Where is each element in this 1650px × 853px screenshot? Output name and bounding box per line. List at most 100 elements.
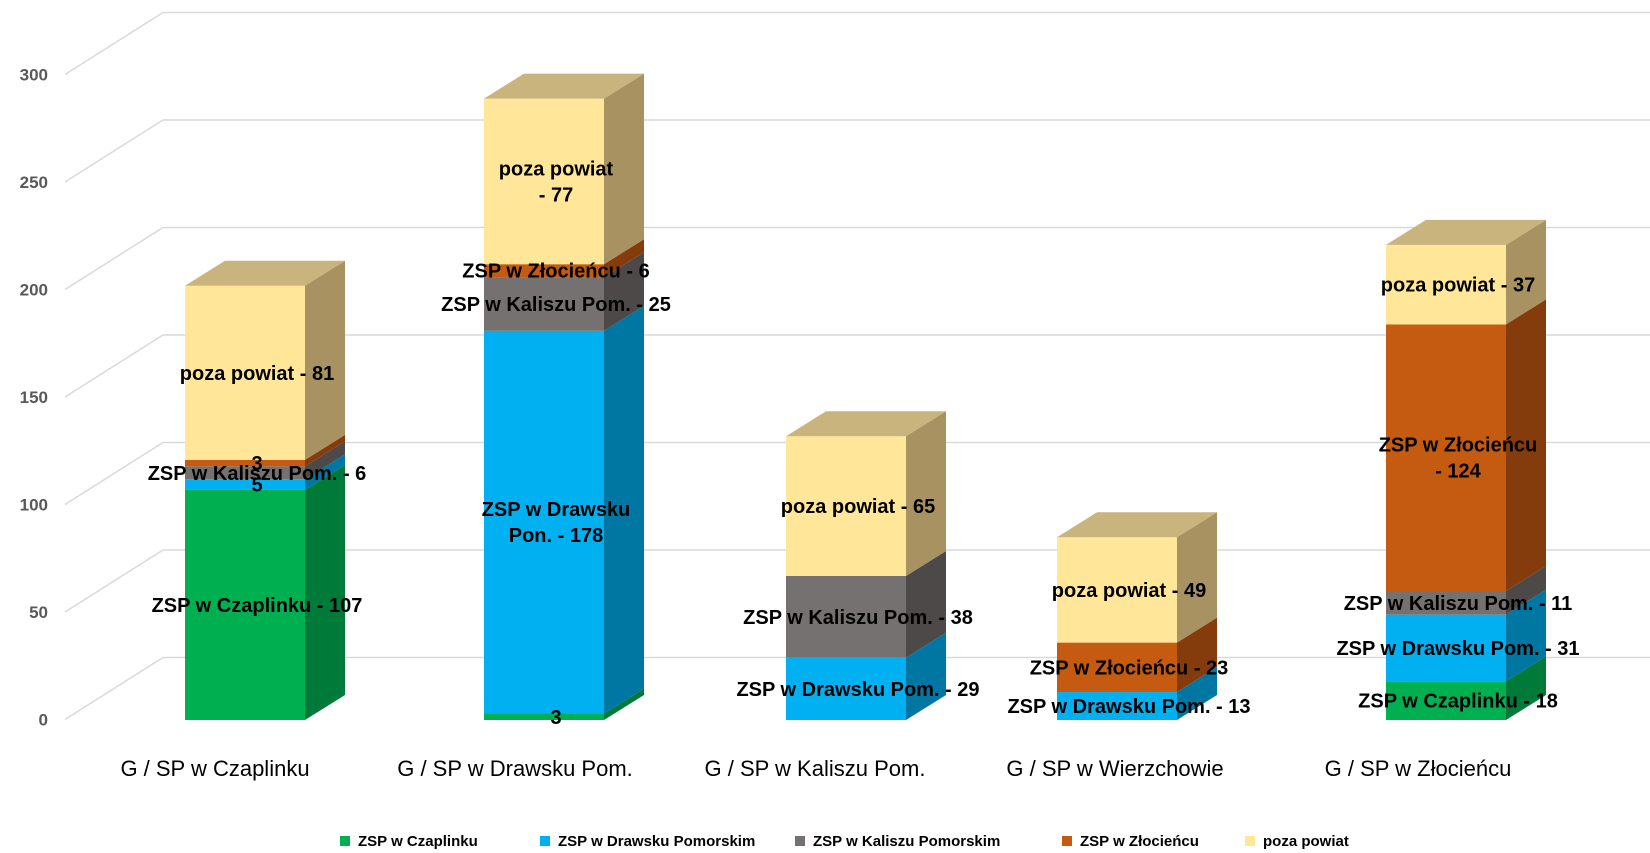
legend-label: ZSP w Kaliszu Pomorskim <box>813 833 1000 850</box>
y-tick-label: 200 <box>20 281 48 300</box>
data-label: ZSP w Drawsku Pom. - 31 <box>1336 638 1579 660</box>
legend-swatch <box>540 836 550 846</box>
data-label: ZSP w Złocieńcu - 23 <box>1030 657 1229 679</box>
data-label: poza powiat - 49 <box>1052 580 1206 602</box>
data-label: ZSP w Kaliszu Pom. - 25 <box>441 294 671 316</box>
bar-segment <box>185 466 305 480</box>
bar-segment <box>1057 642 1177 693</box>
data-label: poza powiat - 37 <box>1381 275 1535 297</box>
data-label: ZSP w Czaplinku - 18 <box>1358 691 1558 713</box>
bar-side <box>305 260 345 460</box>
data-label: - 77 <box>539 184 573 206</box>
bar-top <box>484 73 644 99</box>
y-tick-label: 50 <box>29 603 48 622</box>
bar-segment <box>1386 614 1506 682</box>
bar-side <box>1506 299 1546 591</box>
legend-swatch <box>1062 836 1072 846</box>
data-label: ZSP w Złocieńcu <box>1379 435 1538 457</box>
data-label: 3 <box>251 453 262 475</box>
x-tick-label: G / SP w Drawsku Pom. <box>397 756 633 781</box>
bar-side <box>305 434 345 467</box>
x-tick-label: G / SP w Kaliszu Pom. <box>705 756 926 781</box>
legend-label: poza powiat <box>1263 833 1349 850</box>
legend-label: ZSP w Złocieńcu <box>1080 833 1199 850</box>
data-label: poza powiat - 81 <box>180 363 334 385</box>
bar-side <box>604 688 644 720</box>
gridline-depth <box>64 656 164 721</box>
y-tick-label: 0 <box>39 711 48 730</box>
data-label: ZSP w Kaliszu Pom. - 38 <box>743 607 973 629</box>
bar-segment <box>786 575 906 658</box>
bar-side <box>604 73 644 265</box>
x-tick-label: G / SP w Złocieńcu <box>1325 756 1512 781</box>
gridline-depth <box>64 119 164 183</box>
bar-side <box>1177 512 1217 643</box>
x-tick-label: G / SP w Wierzchowie <box>1006 756 1223 781</box>
bar-top <box>1386 219 1546 245</box>
bar-top <box>185 260 345 286</box>
y-tick-label: 100 <box>20 496 48 515</box>
bar-top <box>786 411 946 437</box>
data-label: ZSP w Złocieńcu - 6 <box>462 261 649 283</box>
bar-side <box>1506 656 1546 720</box>
data-label: ZSP w Czaplinku - 107 <box>152 595 363 617</box>
bar-side <box>305 464 345 720</box>
gridline-depth <box>64 441 164 506</box>
bar-side <box>305 454 345 490</box>
bar-segment <box>786 436 906 576</box>
bar-side <box>1506 589 1546 682</box>
bar-segment <box>185 459 305 467</box>
bar-side <box>1177 667 1217 720</box>
bar-side <box>1177 617 1217 693</box>
bar-segment <box>484 277 604 331</box>
data-label: ZSP w Drawsku Pom. - 13 <box>1007 696 1250 718</box>
gridline-depth <box>64 11 164 76</box>
bar-segment <box>484 330 604 714</box>
data-label: Pon. - 178 <box>509 525 603 547</box>
bar-side <box>604 305 644 714</box>
bar-segment <box>1386 591 1506 615</box>
data-label: poza powiat - 65 <box>781 496 935 518</box>
data-label: ZSP w Kaliszu Pom. - 6 <box>148 463 367 485</box>
bar-side <box>1506 566 1546 615</box>
x-tick-label: G / SP w Czaplinku <box>120 756 309 781</box>
data-label: 5 <box>251 475 262 497</box>
bar-top <box>1057 512 1217 538</box>
bar-side <box>604 252 644 331</box>
gridline-depth <box>64 549 164 613</box>
legend-swatch <box>795 836 805 846</box>
bar-segment <box>185 479 305 490</box>
legend-label: ZSP w Czaplinku <box>358 833 478 850</box>
gridline-depth <box>64 226 164 291</box>
bar-segment <box>185 285 305 460</box>
data-label: 3 <box>550 707 561 729</box>
bar-side <box>604 239 644 278</box>
legend-label: ZSP w Drawsku Pomorskim <box>558 833 755 850</box>
bar-segment <box>484 264 604 278</box>
y-tick-label: 250 <box>20 173 48 192</box>
data-label: ZSP w Drawsku <box>482 499 631 521</box>
bar-side <box>1506 219 1546 325</box>
bar-segment <box>1386 681 1506 720</box>
data-label: poza powiat <box>499 158 614 180</box>
y-tick-label: 150 <box>20 388 48 407</box>
legend-swatch <box>340 836 350 846</box>
bar-segment <box>1386 324 1506 591</box>
bar-side <box>906 632 946 720</box>
gridline-depth <box>64 334 164 398</box>
bar-side <box>906 411 946 576</box>
data-label: - 124 <box>1435 461 1481 483</box>
bar-segment <box>786 657 906 720</box>
bar-segment <box>484 713 604 720</box>
bar-side <box>906 550 946 658</box>
legend-swatch <box>1245 836 1255 846</box>
bar-segment <box>1386 244 1506 325</box>
bar-segment <box>1057 537 1177 643</box>
data-label: ZSP w Drawsku Pom. - 29 <box>736 679 979 701</box>
data-label: ZSP w Kaliszu Pom. - 11 <box>1344 593 1573 615</box>
y-tick-label: 300 <box>20 66 48 85</box>
bar-segment <box>484 98 604 265</box>
bar-side <box>305 441 345 480</box>
bar-segment <box>1057 692 1177 720</box>
